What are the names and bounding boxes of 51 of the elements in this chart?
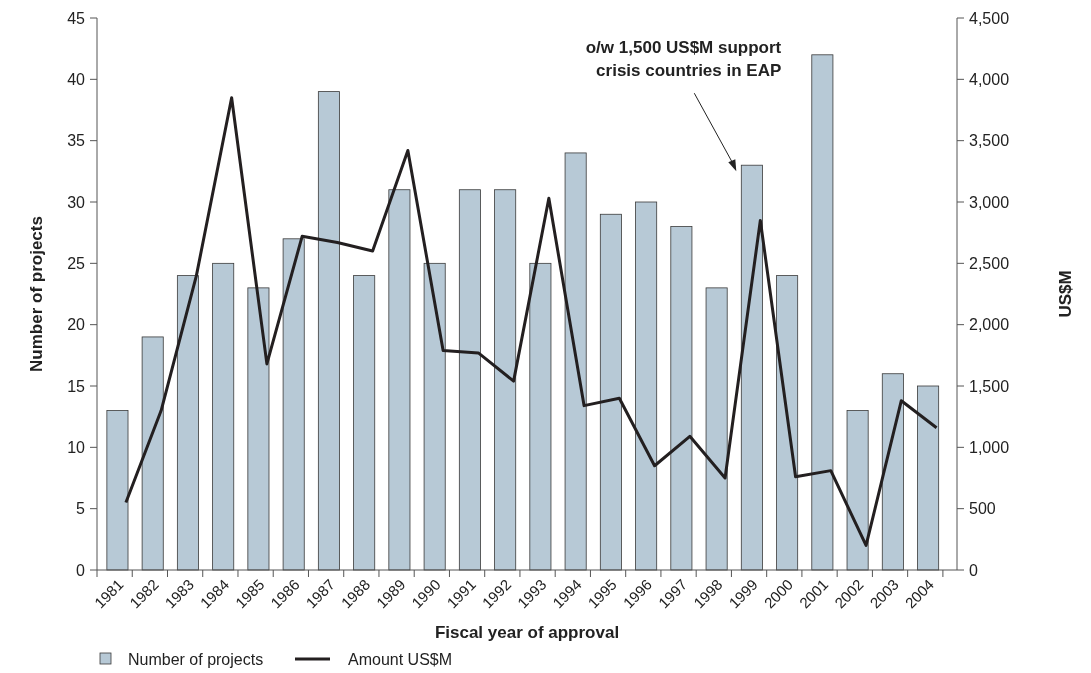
y-tick-label: 25 (67, 254, 86, 272)
y-tick-label: 5 (76, 500, 86, 518)
legend-label: Number of projects (128, 650, 264, 668)
y2-tick-label: 2,500 (969, 254, 1010, 272)
bar (247, 287, 270, 571)
bar (212, 262, 235, 571)
bar (846, 410, 869, 571)
y2-tick-label: 500 (969, 500, 996, 518)
y2-axis-title: US$M (1056, 270, 1075, 318)
bar (106, 410, 129, 571)
annotation: o/w 1,500 US$M support crisis countries in EAP (585, 38, 782, 81)
y2-tick-label: 1,500 (969, 377, 1010, 395)
y-tick-label: 15 (67, 377, 86, 395)
bar (353, 275, 376, 571)
x-axis-title: Fiscal year of approval (434, 623, 620, 642)
bar (282, 238, 305, 571)
y2-tick-label: 1,000 (969, 438, 1010, 456)
bar (635, 201, 658, 571)
bar (564, 152, 587, 571)
legend-label: Amount US$M (348, 650, 453, 668)
bar (423, 262, 446, 571)
y2-tick-label: 0 (969, 561, 978, 579)
bar (881, 373, 904, 571)
y2-tick-label: 3,000 (969, 193, 1010, 211)
bar (599, 213, 622, 571)
y-tick-label: 35 (67, 132, 86, 150)
bar (917, 385, 940, 571)
line-series (124, 96, 939, 547)
bar (811, 54, 834, 571)
bar (176, 275, 199, 571)
bar (494, 189, 517, 571)
y-axis-title: Number of projects (27, 216, 46, 372)
y2-tick-label: 4,000 (969, 70, 1010, 88)
bar (776, 275, 799, 571)
y-tick-label: 30 (67, 193, 86, 211)
bar (388, 189, 411, 571)
y2-tick-label: 2,000 (969, 316, 1010, 334)
y-tick-label: 40 (67, 70, 86, 88)
bar (670, 226, 693, 571)
y-tick-label: 10 (67, 438, 86, 456)
bar (705, 287, 728, 571)
bar (141, 336, 164, 571)
y-tick-label: 0 (76, 561, 86, 579)
y-tick-label: 20 (67, 316, 86, 334)
y2-tick-label: 3,500 (969, 132, 1010, 150)
y-tick-label: 45 (67, 9, 86, 27)
y2-tick-label: 4,500 (969, 9, 1010, 27)
bar (529, 262, 552, 571)
bar (740, 164, 763, 571)
bar (458, 189, 481, 571)
bar (317, 91, 340, 571)
